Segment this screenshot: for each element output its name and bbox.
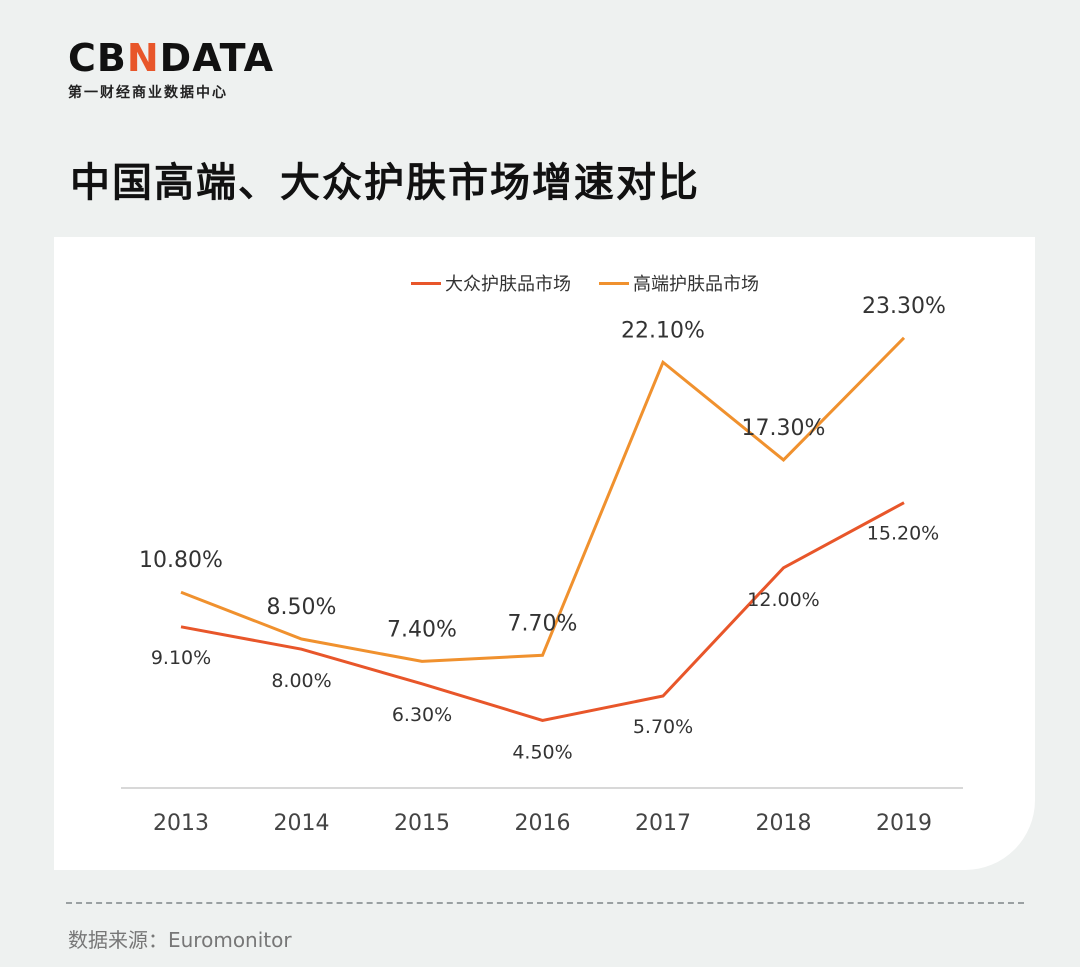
data-label-mass-2018: 12.00%	[747, 589, 819, 611]
data-label-premium-2016: 7.70%	[508, 611, 578, 636]
series-line-mass	[180, 501, 905, 722]
legend-swatch-mass	[411, 281, 441, 285]
logo: CBNDATA 第一财经商业数据中心	[68, 38, 274, 102]
x-tick-label-2015: 2015	[394, 811, 450, 836]
chart-legend: 大众护肤品市场 高端护肤品市场	[0, 270, 1080, 296]
data-label-mass-2015: 6.30%	[392, 704, 452, 726]
logo-subtitle: 第一财经商业数据中心	[68, 85, 228, 101]
chart-card	[54, 237, 1035, 870]
x-tick-label-2019: 2019	[876, 811, 932, 836]
page-title: 中国高端、大众护肤市场增速对比	[70, 160, 700, 206]
data-label-premium-2017: 22.10%	[621, 318, 705, 343]
x-tick-label-2013: 2013	[153, 811, 209, 836]
legend-swatch-premium	[599, 281, 629, 285]
divider	[66, 902, 1024, 904]
legend-item-mass: 大众护肤品市场	[411, 270, 571, 296]
data-label-mass-2014: 8.00%	[271, 670, 331, 692]
legend-item-premium: 高端护肤品市场	[599, 270, 759, 296]
data-label-premium-2013: 10.80%	[139, 548, 223, 573]
data-label-premium-2015: 7.40%	[387, 617, 457, 642]
data-label-premium-2019: 23.30%	[862, 294, 946, 319]
data-label-mass-2016: 4.50%	[512, 741, 572, 763]
data-label-mass-2017: 5.70%	[633, 716, 693, 738]
legend-label-mass: 大众护肤品市场	[445, 274, 571, 295]
source-note: 数据来源：Euromonitor	[68, 928, 292, 952]
data-label-mass-2019: 15.20%	[867, 523, 939, 545]
legend-label-premium: 高端护肤品市场	[633, 274, 759, 295]
data-label-mass-2013: 9.10%	[151, 647, 211, 669]
logo-wordmark: CBNDATA	[68, 36, 275, 80]
data-label-premium-2018: 17.30%	[742, 416, 826, 441]
x-tick-label-2017: 2017	[635, 811, 691, 836]
x-tick-label-2014: 2014	[274, 811, 330, 836]
x-tick-label-2016: 2016	[515, 811, 571, 836]
data-label-premium-2014: 8.50%	[267, 595, 337, 620]
series-line-premium	[180, 336, 906, 663]
x-tick-label-2018: 2018	[756, 811, 812, 836]
